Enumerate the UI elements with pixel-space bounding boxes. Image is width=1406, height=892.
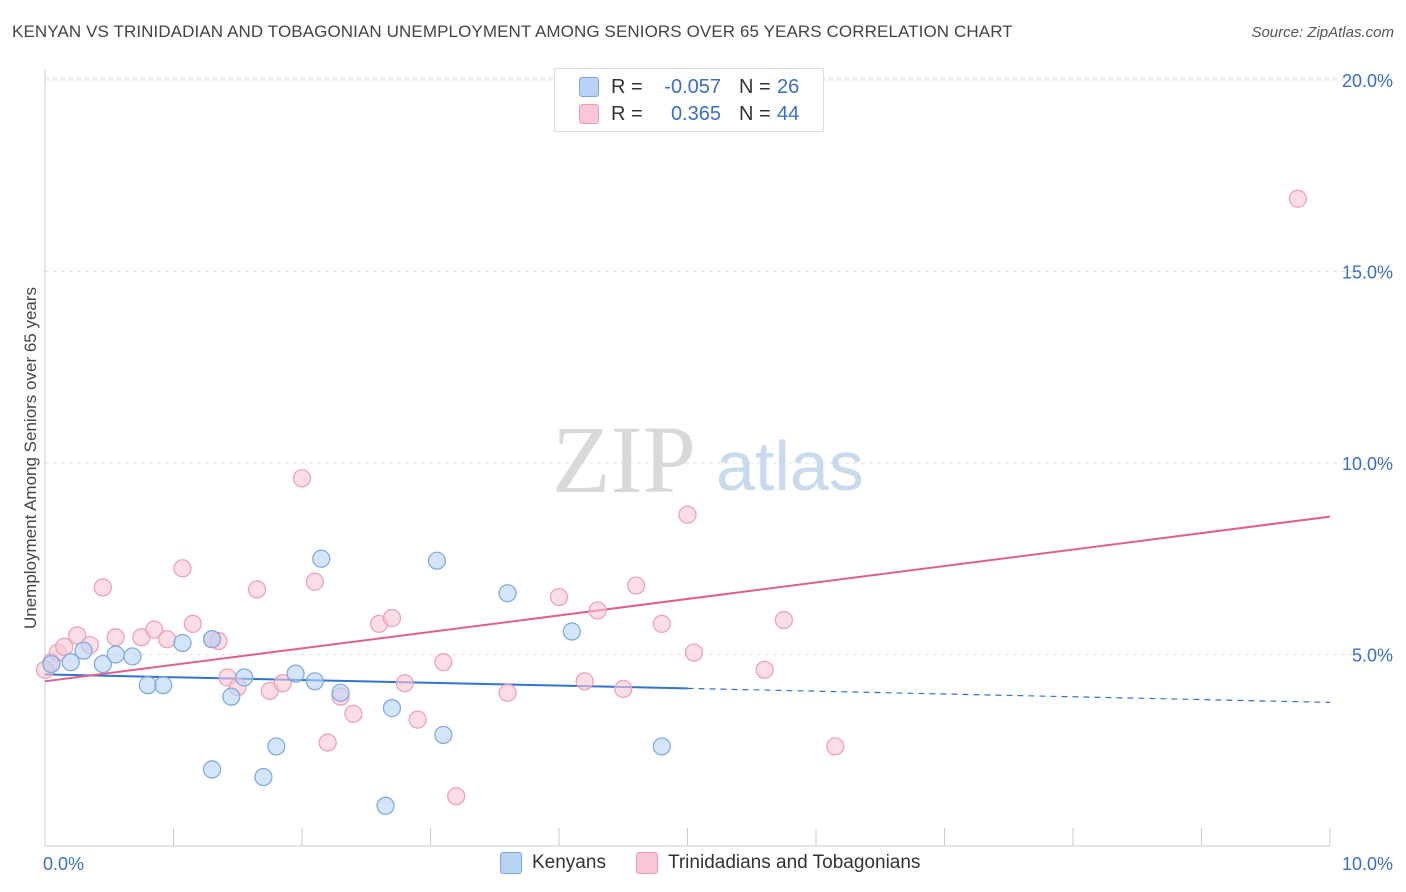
legend-swatch-kenyans bbox=[579, 77, 599, 97]
data-points bbox=[35, 189, 1307, 815]
trinidadians-point bbox=[173, 559, 192, 578]
trinidadians-point bbox=[626, 576, 646, 595]
kenyans-point bbox=[331, 683, 350, 702]
legend-row-kenyans: R = -0.057 N = 26 bbox=[579, 74, 799, 100]
kenyans-point bbox=[123, 647, 142, 666]
kenyans-point bbox=[427, 551, 447, 570]
legend-n-label: N = bbox=[739, 75, 771, 98]
legend-row-trinidadians: R = 0.365 N = 44 bbox=[579, 101, 799, 127]
grid-lines bbox=[45, 77, 1392, 655]
y-tick-label: 20.0% bbox=[1342, 71, 1393, 91]
legend-n-label: N = bbox=[739, 102, 771, 125]
kenyans-point bbox=[434, 725, 453, 745]
trinidadians-point bbox=[55, 637, 74, 656]
trinidadians-point bbox=[247, 580, 267, 599]
trinidadians-point bbox=[344, 704, 363, 723]
trinidadians-point bbox=[826, 737, 845, 756]
y-axis-label: Unemployment Among Seniors over 65 years bbox=[21, 287, 40, 629]
kenyans-point bbox=[222, 687, 241, 706]
kenyans-point bbox=[498, 584, 517, 603]
kenyans-point bbox=[312, 549, 331, 568]
legend-r-value: -0.057 bbox=[664, 75, 721, 98]
trinidadians-point bbox=[678, 505, 697, 524]
legend-label-trinidadians: Trinidadians and Tobagonians bbox=[667, 852, 921, 873]
y-tick-label: 5.0% bbox=[1352, 646, 1393, 666]
kenyans-point bbox=[562, 622, 581, 641]
kenyans-point bbox=[74, 641, 93, 660]
legend-swatch-trinidadians bbox=[635, 852, 658, 874]
trinidadians-point bbox=[684, 643, 704, 662]
legend-item-trinidadians[interactable]: Trinidadians and Tobagonians bbox=[635, 852, 921, 874]
kenyans-point bbox=[202, 760, 222, 779]
trinidadians-point bbox=[305, 572, 324, 591]
trinidadians-point bbox=[549, 587, 569, 607]
trinidadians-point bbox=[498, 683, 517, 702]
axes bbox=[44, 70, 1331, 847]
kenyans-point bbox=[138, 676, 157, 695]
legend-item-kenyans[interactable]: Kenyans bbox=[500, 852, 606, 874]
y-tick-label: 10.0% bbox=[1342, 454, 1393, 474]
trinidadians-point bbox=[1288, 189, 1307, 208]
chart-title: KENYAN VS TRINIDADIAN AND TOBAGONIAN UNE… bbox=[12, 22, 1013, 41]
trinidadians-point bbox=[382, 609, 402, 628]
legend-swatch-kenyans bbox=[500, 852, 522, 874]
trinidadians-point bbox=[588, 601, 607, 620]
trinidadians-point bbox=[145, 620, 164, 639]
x-tick-label: 0.0% bbox=[43, 854, 84, 874]
y-tick-label: 15.0% bbox=[1342, 263, 1393, 283]
trinidadians-point bbox=[292, 469, 312, 488]
legend-r-value: 0.365 bbox=[670, 102, 721, 125]
kenyans-point bbox=[382, 699, 402, 718]
correlation-legend: R = -0.057 N = 26 R = 0.365 N = 44 bbox=[554, 68, 824, 132]
kenyans-point bbox=[286, 664, 305, 683]
kenyans-point bbox=[305, 672, 324, 691]
kenyans-point bbox=[154, 676, 173, 695]
trend-line-kenyans-extrapolated bbox=[687, 687, 1331, 703]
trend-line-trinidadians bbox=[44, 515, 1331, 683]
kenyans-point bbox=[93, 654, 112, 674]
legend-label-kenyans: Kenyans bbox=[532, 852, 606, 873]
trinidadians-point bbox=[93, 578, 112, 597]
kenyans-point bbox=[652, 737, 671, 756]
kenyans-point bbox=[173, 633, 192, 653]
trinidadians-point bbox=[183, 614, 202, 633]
kenyans-point bbox=[202, 630, 222, 649]
trinidadians-point bbox=[106, 628, 125, 647]
trinidadians-point bbox=[395, 674, 414, 693]
kenyans-point bbox=[376, 796, 395, 815]
trinidadians-point bbox=[575, 672, 594, 691]
legend-n-value: 26 bbox=[777, 75, 800, 98]
kenyans-point bbox=[61, 653, 80, 672]
trinidadians-point bbox=[434, 653, 453, 672]
trinidadians-point bbox=[68, 626, 87, 645]
series-legend: Kenyans Trinidadians and Tobagonians bbox=[500, 852, 950, 874]
trinidadians-point bbox=[273, 674, 292, 693]
kenyans-point bbox=[106, 645, 125, 664]
trinidadians-point bbox=[157, 630, 177, 649]
kenyans-point bbox=[235, 668, 254, 687]
legend-r-label: R = bbox=[611, 75, 643, 98]
trinidadians-point bbox=[652, 614, 671, 633]
trinidadians-point bbox=[318, 733, 337, 752]
legend-n-value: 44 bbox=[777, 102, 800, 125]
watermark-zip: ZIP bbox=[552, 406, 696, 513]
legend-r-label: R = bbox=[611, 102, 643, 125]
kenyans-point bbox=[267, 737, 286, 756]
kenyans-point bbox=[254, 767, 273, 787]
legend-swatch-trinidadians bbox=[579, 104, 599, 124]
trinidadians-point bbox=[614, 679, 633, 699]
trinidadians-point bbox=[447, 787, 466, 806]
tick-labels: 5.0% 10.0% 15.0% 20.0% 0.0% 10.0% bbox=[43, 71, 1393, 874]
trinidadians-point bbox=[755, 660, 774, 679]
source-label: Source: ZipAtlas.com bbox=[1251, 24, 1394, 41]
trinidadians-point bbox=[774, 610, 793, 630]
watermark-atlas: atlas bbox=[716, 427, 864, 505]
kenyans-point bbox=[42, 654, 61, 674]
x-tick-label: 10.0% bbox=[1342, 854, 1393, 874]
trinidadians-point bbox=[408, 710, 427, 729]
